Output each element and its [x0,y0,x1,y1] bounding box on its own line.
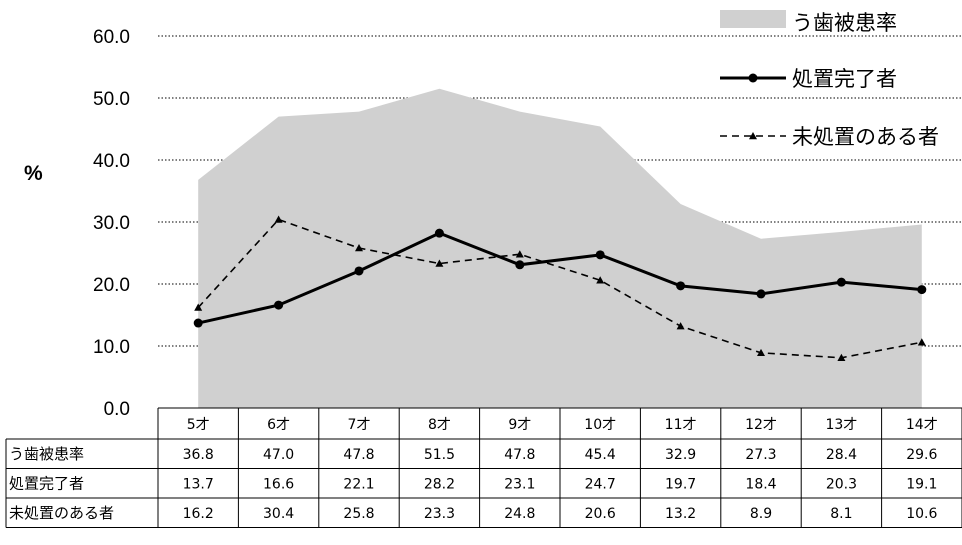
category-label: 5才 [187,417,210,433]
table-cell: 32.9 [665,447,696,463]
point-treated [917,285,927,295]
table-cell: 19.1 [906,476,937,492]
point-treated [756,289,766,299]
table-row-label: う歯被患率 [9,445,84,463]
table-cell: 45.4 [585,447,616,463]
table-row-label: 未処置のある者 [9,504,114,522]
point-untreated [917,338,926,346]
legend-marker-untreated [749,132,757,140]
y-tick-label: 30.0 [93,213,130,234]
y-tick-label: 10.0 [93,337,130,358]
category-label: 8才 [428,417,451,433]
table-cell: 13.2 [665,506,696,522]
category-label: 10才 [584,417,616,433]
table-cell: 47.0 [263,447,294,463]
y-tick-label: 20.0 [93,275,130,296]
table-cell: 28.4 [826,447,857,463]
y-axis-label: % [24,162,43,185]
y-tick-label: 0.0 [104,399,130,420]
table-cell: 47.8 [504,447,535,463]
table-cell: 28.2 [424,476,455,492]
category-label: 7才 [348,417,371,433]
table-cell: 20.3 [826,476,857,492]
table-cell: 13.7 [183,476,214,492]
table-cell: 24.7 [585,476,616,492]
line-series [193,215,927,361]
point-treated [836,277,846,287]
legend-label: 処置完了者 [792,67,897,91]
table-cell: 8.1 [830,506,852,522]
point-untreated [837,353,846,361]
table-cell: 16.6 [263,476,294,492]
area-fill-caries-rate [198,88,922,408]
table-cell: 18.4 [745,476,776,492]
point-untreated [596,276,605,284]
legend-swatch-caries-rate [720,10,786,28]
point-untreated [757,348,765,357]
table-cell: 16.2 [183,506,214,522]
y-axis-ticks: 0.0 10.0 20.0 30.0 40.0 50.0 60.0 [93,27,130,420]
category-label: 14才 [906,417,938,433]
category-label: 13才 [825,417,857,433]
point-treated [354,266,364,276]
category-label: 9才 [508,417,531,433]
point-treated [274,300,284,310]
legend-label: う歯被患率 [792,11,897,35]
table-cell: 22.1 [343,476,374,492]
table-cell: 24.8 [504,506,535,522]
table-cell: 36.8 [183,447,214,463]
point-untreated [355,244,363,252]
point-untreated [274,215,283,223]
category-label: 6才 [267,417,290,433]
point-untreated [435,259,444,267]
table-cell: 29.6 [906,447,937,463]
category-label: 11才 [665,417,697,433]
table-cell: 47.8 [343,447,374,463]
table-cell: 30.4 [263,506,294,522]
legend-marker-treated [748,73,758,83]
table-cell: 8.9 [750,506,772,522]
table-cell: 27.3 [745,447,776,463]
point-untreated [676,322,685,330]
series-line-untreated [197,218,922,359]
category-label: 12才 [745,417,777,433]
table-row-label: 処置完了者 [9,474,84,492]
series-line-treated [197,231,922,325]
area-series [198,88,922,408]
table-cell: 20.6 [585,506,616,522]
y-tick-label: 40.0 [93,151,130,172]
table-cell: 23.1 [504,476,535,492]
table-cell: 23.3 [424,506,455,522]
y-tick-label: 50.0 [93,89,130,110]
table-cell: 19.7 [665,476,696,492]
legend-label: 未処置のある者 [792,125,939,149]
point-untreated [194,303,203,311]
point-treated [595,250,605,260]
point-treated [515,260,525,270]
point-treated [676,281,686,291]
table-cell: 51.5 [424,447,455,463]
point-treated [193,318,203,328]
y-tick-label: 60.0 [93,27,130,48]
point-untreated [515,250,524,258]
point-treated [434,228,444,238]
table-cell: 25.8 [343,506,374,522]
table-cell: 10.6 [906,506,937,522]
